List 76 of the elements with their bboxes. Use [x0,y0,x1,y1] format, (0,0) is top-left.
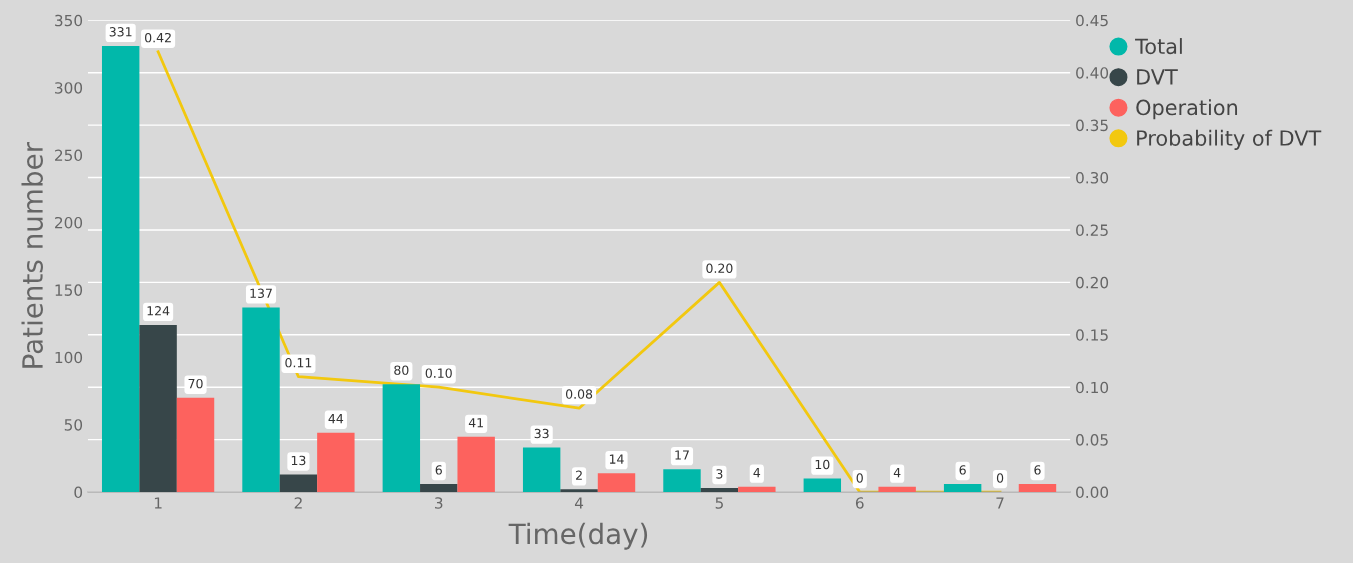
y-tick-label: 250 [55,149,83,162]
bar [560,489,598,493]
bar [803,478,842,493]
data-label: 0.10 [425,368,452,378]
data-label: 4 [753,468,761,478]
y2-tick-label: 0.10 [1076,381,1109,394]
y-tick-label: 50 [64,419,83,431]
x-tick-label: 3 [435,497,443,509]
data-label: 0.20 [706,263,733,274]
data-label: 10 [815,459,830,470]
bar [382,384,421,493]
legend-label: Probability of DVT [1137,129,1322,150]
bar [420,483,458,493]
bar [317,432,355,493]
data-label: 33 [534,428,549,439]
legend-label: DVT [1137,69,1178,85]
data-label: 0.11 [285,357,312,368]
y2-tick-label: 0.30 [1076,172,1109,184]
data-label: 80 [394,365,409,375]
data-label: 4 [893,468,901,478]
bar [101,45,140,493]
y2-tick-label: 0.15 [1076,329,1108,341]
x-tick-label: 7 [996,497,1004,509]
data-label: 137 [250,288,272,299]
y-tick-label: 100 [55,351,83,364]
bar [279,474,318,493]
data-label: 13 [291,455,306,466]
y-tick-label: 150 [55,284,83,296]
x-axis-title: Time(day) [508,522,648,550]
x-tick-label: 5 [715,497,723,509]
data-label: 41 [468,418,483,428]
legend-label: Total [1135,38,1182,55]
data-label: 14 [609,454,624,464]
bar [139,324,177,493]
y-tick-label: 0 [74,486,83,499]
x-tick-label: 2 [294,497,302,509]
y2-tick-label: 0.05 [1076,434,1108,446]
bar [522,447,561,493]
data-label: 0.08 [565,389,593,399]
data-label: 6 [1034,465,1041,475]
data-label: 70 [188,378,203,389]
x-tick-label: 6 [855,497,864,509]
bar [1018,483,1057,493]
y-tick-label: 350 [55,14,83,27]
x-tick-label: 4 [574,497,584,509]
y-tick-label: 300 [55,82,83,94]
y-tick-label: 200 [55,216,83,229]
bar [663,469,701,493]
y-axis-title: Patients number [21,141,43,368]
y2-tick-label: 0.35 [1076,119,1108,132]
data-label: 3 [716,469,723,479]
data-label: 6 [959,465,966,475]
y2-tick-label: 0.00 [1076,486,1109,499]
y2-tick-label: 0.20 [1076,276,1109,289]
data-label: 0 [996,473,1004,483]
data-label: 331 [109,27,132,37]
data-label: 17 [675,450,689,460]
bar [242,307,280,493]
data-label: 44 [328,414,344,424]
bar [176,397,215,493]
data-label: 124 [147,306,170,316]
data-label: 0.42 [145,32,171,43]
y2-tick-label: 0.25 [1076,224,1108,236]
bar [878,486,916,493]
data-label: 6 [435,465,442,475]
bar [943,483,982,493]
y2-tick-label: 0.40 [1076,67,1109,79]
data-label: 0 [856,473,863,483]
legend-label: Operation [1136,99,1238,120]
data-label: 2 [576,470,582,480]
x-tick-label: 1 [154,497,162,509]
bar [597,473,636,493]
bar [700,488,739,493]
bar [457,436,495,493]
y2-tick-label: 0.45 [1076,14,1108,27]
bar [738,486,776,493]
